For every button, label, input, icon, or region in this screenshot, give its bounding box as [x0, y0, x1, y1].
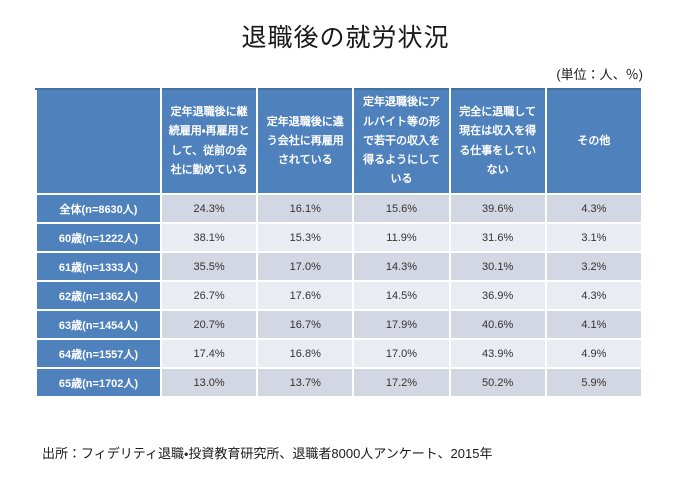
- value-cell: 50.2%: [448, 367, 547, 398]
- column-header: 定年退職後にアルバイト等の形で若干の収入を得るようにしている: [352, 88, 451, 195]
- table-row: 65歳(n=1702人) 13.0% 13.7% 17.2% 50.2% 5.9%: [35, 367, 644, 398]
- value-cell: 16.7%: [256, 309, 355, 340]
- value-cell: 14.5%: [352, 280, 451, 311]
- value-cell: 16.8%: [256, 338, 355, 369]
- value-cell: 31.6%: [448, 222, 547, 253]
- value-cell: 3.1%: [544, 222, 644, 253]
- table-header: 定年退職後に継続雇用・再雇用として、従前の会社に勤めている 定年退職後に違う会社に…: [35, 88, 644, 195]
- value-cell: 4.3%: [544, 193, 644, 224]
- employment-status-table: 定年退職後に継続雇用・再雇用として、従前の会社に勤めている 定年退職後に違う会社に…: [35, 88, 644, 398]
- row-label: 61歳(n=1333人): [35, 251, 162, 282]
- column-header: その他: [544, 88, 644, 195]
- table-container: 定年退職後に継続雇用・再雇用として、従前の会社に勤めている 定年退職後に違う会社に…: [35, 88, 644, 398]
- value-cell: 4.1%: [544, 309, 644, 340]
- value-cell: 3.2%: [544, 251, 644, 282]
- value-cell: 15.3%: [256, 222, 355, 253]
- value-cell: 43.9%: [448, 338, 547, 369]
- value-cell: 36.9%: [448, 280, 547, 311]
- value-cell: 11.9%: [352, 222, 451, 253]
- value-cell: 38.1%: [159, 222, 259, 253]
- column-header: 完全に退職して現在は収入を得る仕事をしていない: [448, 88, 547, 195]
- value-cell: 14.3%: [352, 251, 451, 282]
- value-cell: 5.9%: [544, 367, 644, 398]
- table-row: 60歳(n=1222人) 38.1% 15.3% 11.9% 31.6% 3.1%: [35, 222, 644, 253]
- column-header: 定年退職後に違う会社に再雇用されている: [256, 88, 355, 195]
- value-cell: 17.2%: [352, 367, 451, 398]
- source-note: 出所：フィデリティ退職・投資教育研究所、退職者8000人アンケート、2015年: [42, 446, 493, 461]
- column-header: 定年退職後に継続雇用・再雇用として、従前の会社に勤めている: [159, 88, 259, 195]
- unit-label: (単位：人、％): [556, 67, 643, 82]
- table-row: 64歳(n=1557人) 17.4% 16.8% 17.0% 43.9% 4.9%: [35, 338, 644, 369]
- row-label: 64歳(n=1557人): [35, 338, 162, 369]
- page-title: 退職後の就労状況: [241, 24, 450, 52]
- row-label: 全体(n=8630人): [35, 193, 162, 224]
- value-cell: 4.9%: [544, 338, 644, 369]
- row-label: 60歳(n=1222人): [35, 222, 162, 253]
- value-cell: 20.7%: [159, 309, 259, 340]
- value-cell: 39.6%: [448, 193, 547, 224]
- value-cell: 4.3%: [544, 280, 644, 311]
- value-cell: 16.1%: [256, 193, 355, 224]
- value-cell: 17.0%: [256, 251, 355, 282]
- value-cell: 30.1%: [448, 251, 547, 282]
- value-cell: 13.0%: [159, 367, 259, 398]
- table-row: 63歳(n=1454人) 20.7% 16.7% 17.9% 40.6% 4.1%: [35, 309, 644, 340]
- value-cell: 17.9%: [352, 309, 451, 340]
- value-cell: 13.7%: [256, 367, 355, 398]
- value-cell: 17.0%: [352, 338, 451, 369]
- table-row: 61歳(n=1333人) 35.5% 17.0% 14.3% 30.1% 3.2%: [35, 251, 644, 282]
- value-cell: 15.6%: [352, 193, 451, 224]
- row-label: 62歳(n=1362人): [35, 280, 162, 311]
- table-row: 全体(n=8630人) 24.3% 16.1% 15.6% 39.6% 4.3%: [35, 193, 644, 224]
- table-row: 62歳(n=1362人) 26.7% 17.6% 14.5% 36.9% 4.3%: [35, 280, 644, 311]
- value-cell: 35.5%: [159, 251, 259, 282]
- header-row: 定年退職後に継続雇用・再雇用として、従前の会社に勤めている 定年退職後に違う会社に…: [35, 88, 644, 195]
- value-cell: 26.7%: [159, 280, 259, 311]
- row-label: 65歳(n=1702人): [35, 367, 162, 398]
- corner-cell: [35, 88, 162, 195]
- row-label: 63歳(n=1454人): [35, 309, 162, 340]
- value-cell: 17.4%: [159, 338, 259, 369]
- table-body: 全体(n=8630人) 24.3% 16.1% 15.6% 39.6% 4.3% 60歳(n…: [35, 193, 644, 398]
- value-cell: 40.6%: [448, 309, 547, 340]
- value-cell: 17.6%: [256, 280, 355, 311]
- value-cell: 24.3%: [159, 193, 259, 224]
